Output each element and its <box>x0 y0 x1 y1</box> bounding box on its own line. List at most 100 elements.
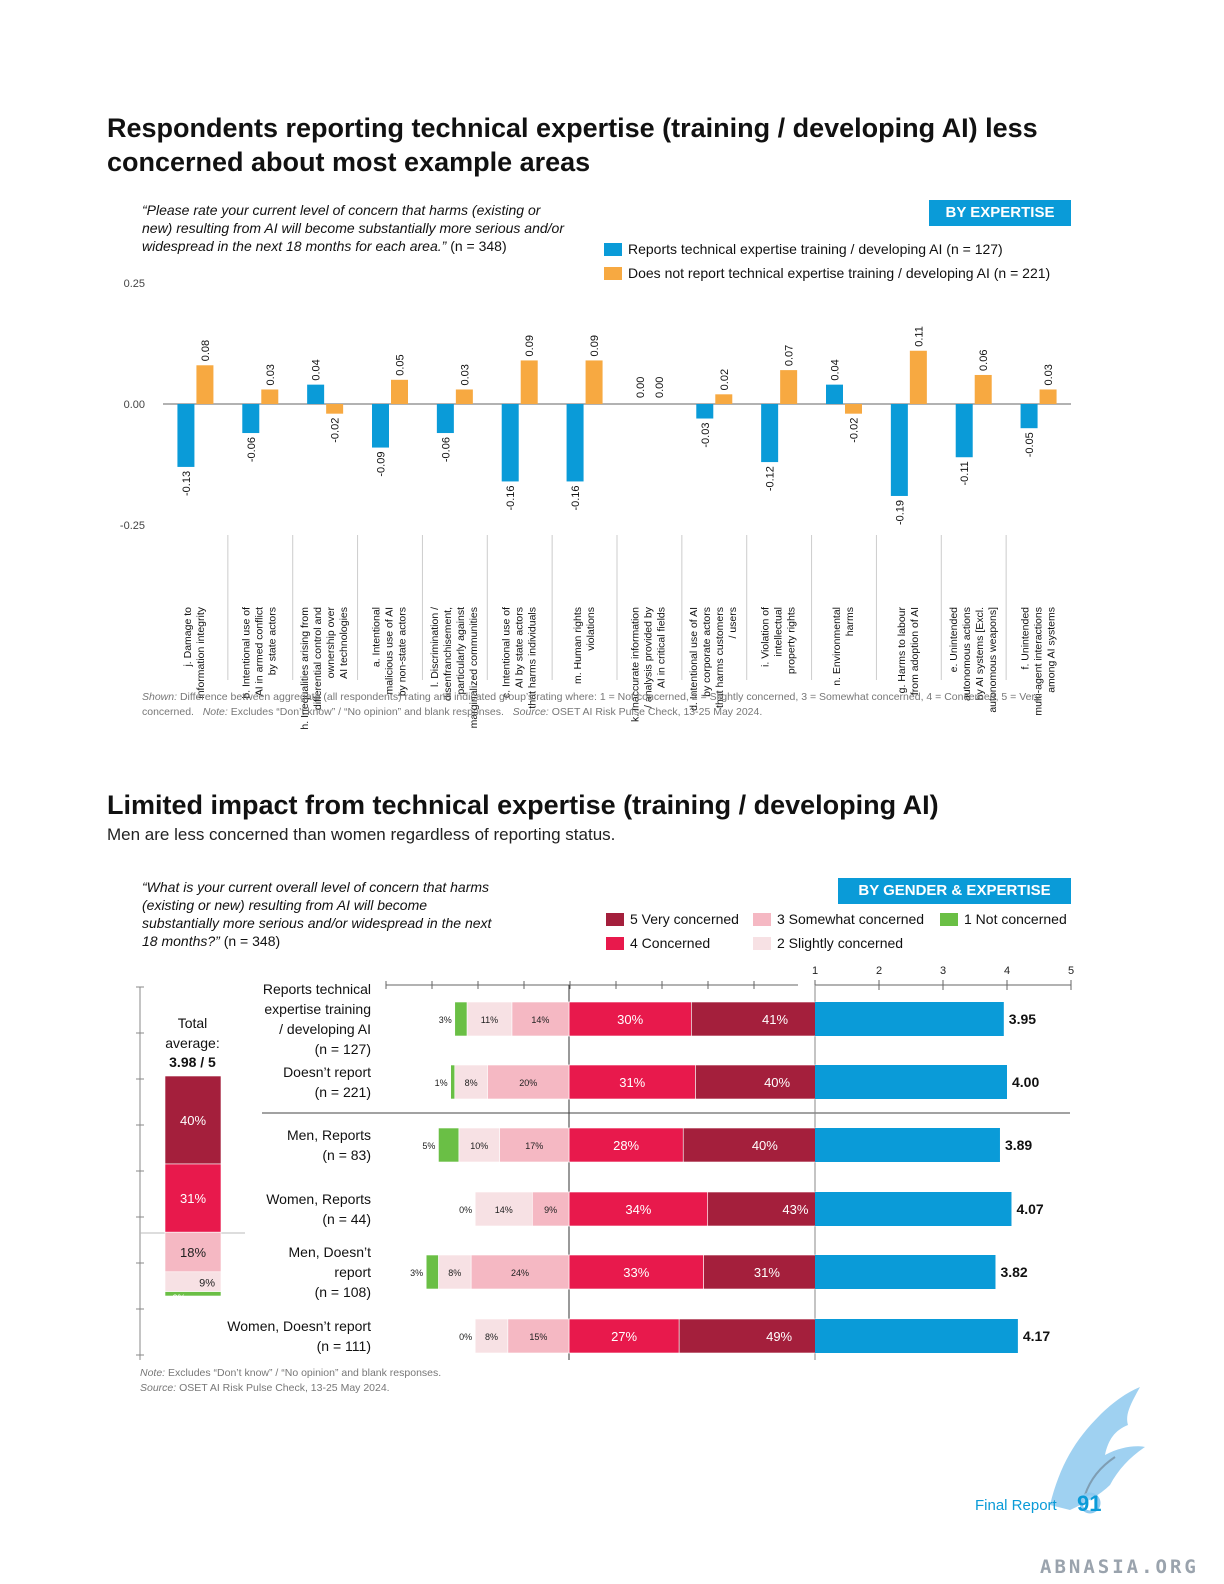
stack-segment-slightly-concerned <box>466 1001 513 1037</box>
legend-label: 5 Very concerned <box>630 911 739 927</box>
bar-reports <box>696 404 714 419</box>
stack-segment-concerned <box>568 1001 692 1037</box>
mean-bar <box>815 1002 1004 1036</box>
bar-value-label: 0.00 <box>635 377 647 398</box>
legend-label: Does not report technical expertise trai… <box>628 265 1051 281</box>
segment-label: 1% <box>435 1078 448 1088</box>
bar-value-label: 0.09 <box>589 335 601 356</box>
stack-segment-slightly-concerned <box>474 1191 533 1227</box>
legend-swatch <box>753 912 771 926</box>
mean-axis-tick-label: 4 <box>1004 965 1010 977</box>
chart1-question-text: “Please rate your current level of conce… <box>142 202 564 254</box>
chart1-title: Respondents reporting technical expertis… <box>107 113 1038 177</box>
bar-value-label: -0.06 <box>246 437 258 462</box>
segment-label: 8% <box>485 1332 498 1342</box>
chart2-badge: BY GENDER & EXPERTISE <box>838 878 1071 904</box>
segment-label: 28% <box>613 1138 639 1153</box>
chart1-badge: BY EXPERTISE <box>929 200 1071 226</box>
row-label: Men, Doesn’t report (n = 108) <box>288 1244 371 1300</box>
mean-value-label: 4.17 <box>1023 1328 1050 1344</box>
y-tick-label: -0.25 <box>120 520 145 532</box>
segment-label: 31% <box>754 1265 780 1280</box>
mean-value-label: 3.95 <box>1009 1011 1036 1027</box>
source-label: Source: <box>140 1382 177 1394</box>
mean-axis-tick-label: 2 <box>876 965 882 977</box>
row-label: Doesn’t report (n = 221) <box>283 1064 371 1100</box>
bar-value-label: -0.05 <box>1024 432 1036 457</box>
segment-label: 0% <box>459 1332 472 1342</box>
stack-segment-concerned <box>568 1064 696 1100</box>
chart2-subtitle: Men are less concerned than women regard… <box>107 825 616 844</box>
bar-not-reports <box>845 404 862 414</box>
bar-value-label: 0.02 <box>719 369 731 390</box>
bar-value-label: -0.13 <box>181 471 193 496</box>
footnote-note: Excludes “Don’t know” / “No opinion” and… <box>230 706 504 718</box>
total-average-value: 3.98 / 5 <box>169 1054 216 1070</box>
stack-segment-not-concerned <box>450 1064 456 1100</box>
total-segment-label: 40% <box>180 1113 206 1128</box>
stack-segment-concerned <box>568 1254 704 1290</box>
bar-not-reports <box>974 374 992 404</box>
chart1-question-n: (n = 348) <box>450 238 507 254</box>
chart2-source: Source: OSET AI Risk Pulse Check, 13-25 … <box>140 1381 640 1396</box>
row-label: Women, Reports (n = 44) <box>266 1191 371 1227</box>
legend-swatch <box>753 936 771 950</box>
chart2-plot: 1 2 3 4 5 30% 41% 14% 11% 3% 3.95 31% 40% 20% 8% 1% 4.00… <box>136 965 1074 1360</box>
segment-label: 30% <box>617 1012 643 1027</box>
legend-swatch <box>606 912 624 926</box>
bar-reports <box>955 404 973 458</box>
bar-reports <box>566 404 584 482</box>
total-segment <box>164 1075 222 1165</box>
segment-label: 10% <box>470 1141 488 1151</box>
chart2-title: Limited impact from technical expertise … <box>107 790 939 820</box>
segment-label: 31% <box>619 1075 645 1090</box>
chart1-legend-item-reports: Reports technical expertise training / d… <box>604 241 1003 257</box>
mean-axis-tick-label: 3 <box>940 965 946 977</box>
bar-value-label: -0.16 <box>505 485 517 510</box>
eagle-logo <box>1050 1387 1145 1514</box>
total-average-label: Total average: <box>165 1015 220 1051</box>
bar-value-label: 0.03 <box>1043 364 1055 385</box>
legend-label: Reports technical expertise training / d… <box>628 241 1003 257</box>
stack-segment-very-concerned <box>703 1254 831 1290</box>
legend-label: 4 Concerned <box>630 935 711 951</box>
bar-value-label: -0.19 <box>894 500 906 525</box>
bar-not-reports <box>1039 389 1057 404</box>
note-text: Excludes “Don’t know” / “No opinion” and… <box>168 1367 442 1379</box>
bar-not-reports <box>455 389 473 404</box>
stack-segment-concerned <box>568 1191 709 1227</box>
chart1-legend-item-not-reports: Does not report technical expertise trai… <box>604 265 1050 281</box>
bar-value-label: 0.04 <box>830 359 842 380</box>
mean-value-label: 4.00 <box>1012 1074 1039 1090</box>
mean-value-label: 4.07 <box>1016 1201 1043 1217</box>
segment-label: 43% <box>782 1202 808 1217</box>
bar-reports <box>242 404 260 434</box>
chart1-question: “Please rate your current level of conce… <box>142 201 572 255</box>
mean-bar <box>815 1319 1018 1353</box>
segment-label: 11% <box>481 1015 498 1025</box>
segment-label: 41% <box>762 1012 788 1027</box>
chart2-question-text: “What is your current overall level of c… <box>142 879 492 949</box>
stack-segment-somewhat-concerned <box>507 1318 570 1354</box>
bar-value-label: 0.04 <box>311 359 323 380</box>
legend-swatch <box>604 266 622 280</box>
bar-reports <box>826 384 843 404</box>
segment-label: 14% <box>495 1205 513 1215</box>
stack-segment-not-concerned <box>454 1001 468 1037</box>
bar-reports <box>436 404 454 434</box>
segment-label: 8% <box>465 1078 478 1088</box>
segment-label: 40% <box>752 1138 778 1153</box>
bar-value-label: -0.02 <box>849 418 861 443</box>
chart2-row-labels: Reports technical expertise training / d… <box>227 981 371 1354</box>
bar-not-reports <box>326 404 344 414</box>
note-label: Note: <box>140 1367 166 1379</box>
segment-label: 15% <box>529 1332 547 1342</box>
bar-value-label: 0.03 <box>265 364 277 385</box>
bar-value-label: -0.03 <box>700 423 712 448</box>
bar-value-label: -0.11 <box>959 461 971 485</box>
segment-label: 3% <box>439 1015 452 1025</box>
bar-value-label: 0.00 <box>654 377 666 398</box>
bar-not-reports <box>261 389 279 404</box>
segment-label: 8% <box>448 1268 461 1278</box>
chart2-question: “What is your current overall level of c… <box>142 878 492 950</box>
